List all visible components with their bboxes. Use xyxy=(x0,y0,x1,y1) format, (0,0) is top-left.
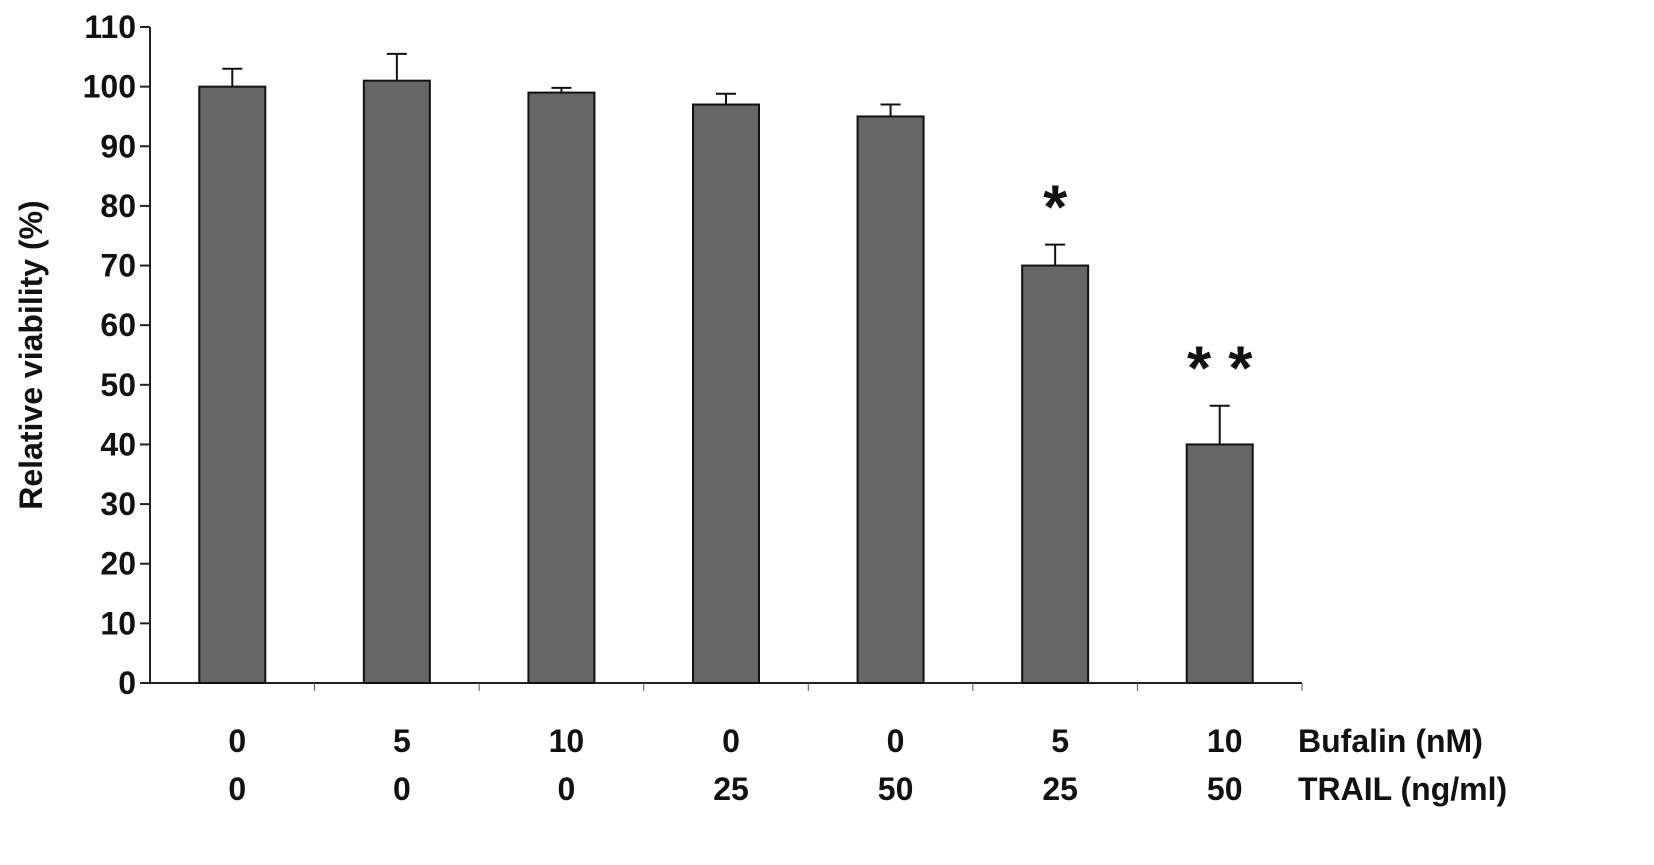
bar xyxy=(527,91,596,685)
bar xyxy=(362,79,431,684)
treatment-value: 25 xyxy=(713,771,749,807)
y-tick-label: 20 xyxy=(100,546,136,582)
treatment-rows: 0 5 10 0 0 5 10 Bufalin (nM) 0 0 0 25 50 25 50 TRAIL (n… xyxy=(228,723,1507,807)
treatment-value: 0 xyxy=(722,723,740,759)
y-tick-label: 30 xyxy=(100,486,136,522)
y-tick-label: 40 xyxy=(100,426,136,462)
significance-marker: * * xyxy=(1187,335,1253,404)
treatment-value: 0 xyxy=(887,723,905,759)
bars xyxy=(198,79,1254,685)
treatment-value: 50 xyxy=(878,771,914,807)
y-tick-label: 110 xyxy=(84,9,136,45)
bar xyxy=(1021,264,1090,684)
axes xyxy=(140,26,1303,691)
treatment-value: 0 xyxy=(228,723,246,759)
y-tick-label: 50 xyxy=(100,367,136,403)
treatment-value: 0 xyxy=(393,771,411,807)
y-tick-label: 90 xyxy=(100,128,136,164)
treatment-value: 5 xyxy=(1051,723,1069,759)
significance-markers: * * * xyxy=(1043,174,1253,404)
y-tick-label: 100 xyxy=(83,69,136,105)
y-axis-title: Relative viability (%) xyxy=(13,200,49,509)
treatment-value: 50 xyxy=(1207,771,1243,807)
y-tick-labels: 0 10 20 30 40 50 60 70 80 90 100 110 xyxy=(83,9,136,701)
error-bars xyxy=(222,52,1230,445)
treatment-row-label: Bufalin (nM) xyxy=(1298,723,1483,759)
y-tick-label: 60 xyxy=(100,307,136,343)
y-tick-label: 80 xyxy=(100,188,136,224)
treatment-row-label: TRAIL (ng/ml) xyxy=(1298,771,1507,807)
bar xyxy=(1185,443,1254,685)
y-tick-label: 0 xyxy=(118,665,136,701)
treatment-value: 0 xyxy=(228,771,246,807)
significance-marker: * xyxy=(1043,174,1068,243)
treatment-value: 0 xyxy=(558,771,576,807)
treatment-value: 10 xyxy=(549,723,585,759)
treatment-value: 10 xyxy=(1207,723,1243,759)
bar xyxy=(692,103,760,684)
y-tick-label: 70 xyxy=(100,248,136,284)
treatment-value: 5 xyxy=(393,723,411,759)
bar xyxy=(198,85,267,685)
treatment-value: 25 xyxy=(1042,771,1078,807)
y-tick-label: 10 xyxy=(100,605,136,641)
bar xyxy=(856,115,925,685)
